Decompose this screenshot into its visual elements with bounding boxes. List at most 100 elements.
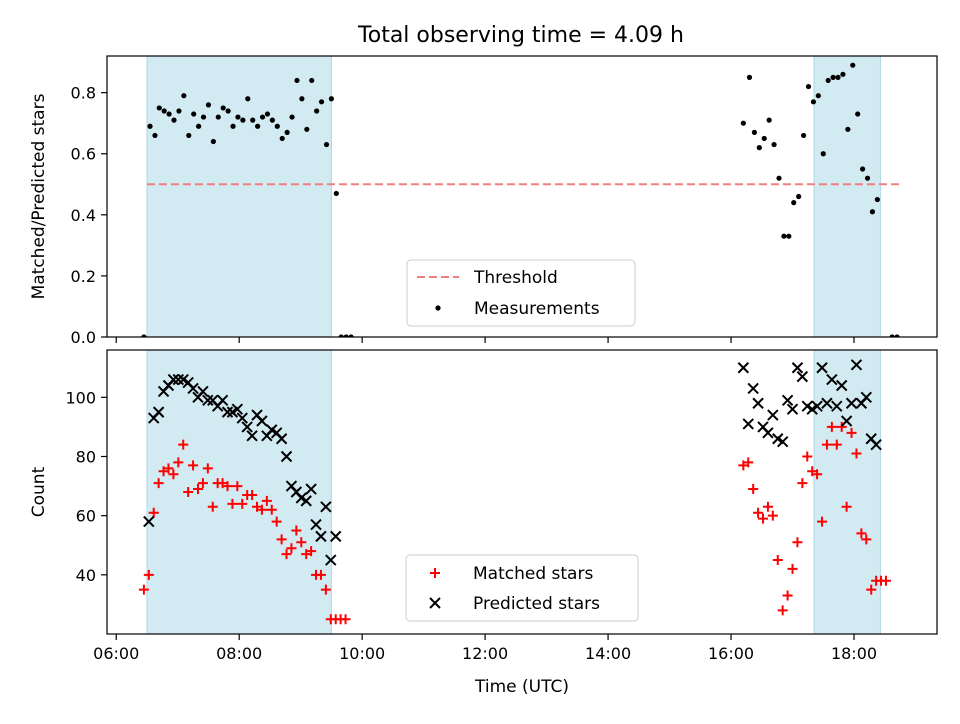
matched-star-point <box>188 460 199 471</box>
measurement-point <box>191 111 197 117</box>
measurement-point <box>889 334 895 337</box>
matched-star-point <box>222 481 233 492</box>
measurement-point <box>220 105 226 111</box>
measurement-point <box>830 74 836 80</box>
predicted-star-point <box>831 400 843 412</box>
measurement-point <box>240 117 246 123</box>
legend-box <box>405 554 639 622</box>
predicted-star-point <box>221 406 234 418</box>
matched-star-point <box>296 537 307 548</box>
measurement-point <box>205 102 212 108</box>
measurement-point <box>156 105 162 111</box>
matched-star-point <box>846 427 857 438</box>
chart-title: Total observing time = 4.09 h <box>357 23 684 48</box>
predicted-star-point <box>816 362 828 374</box>
measurement-point <box>215 114 221 120</box>
measurement-point <box>289 114 295 120</box>
y-tick-label: 40 <box>76 566 96 585</box>
matched-star-point <box>183 487 194 497</box>
matched-star-point <box>266 504 277 515</box>
matched-star-point <box>247 489 258 500</box>
measurement-point <box>245 96 251 102</box>
measurement-point <box>805 83 812 90</box>
predicted-star-point <box>742 418 754 430</box>
measurement-point <box>166 111 172 117</box>
measurement-point <box>343 334 349 337</box>
predicted-star-point <box>310 518 322 531</box>
matched-star-point <box>836 421 847 432</box>
matched-star-point <box>227 498 238 509</box>
measurement-point <box>304 126 310 132</box>
legend: Matched stars Predicted stars <box>405 554 639 622</box>
x-tick-label: 18:00 <box>831 644 877 663</box>
y-tick-label: 60 <box>76 507 96 526</box>
legend-matched-swatch <box>430 568 440 578</box>
matched-star-point <box>192 484 203 495</box>
matched-star-point <box>320 584 331 595</box>
matched-star-point <box>237 498 248 509</box>
measurement-point <box>225 108 231 114</box>
predicted-star-point <box>275 433 288 445</box>
measurement-point <box>781 233 787 239</box>
predicted-star-point <box>231 403 244 415</box>
legend-predicted-label: Predicted stars <box>473 594 600 614</box>
x-tick-label: 12:00 <box>462 644 508 663</box>
measurement-point <box>328 96 335 102</box>
y-tick-label: 80 <box>76 448 96 467</box>
matched-star-point <box>767 510 778 521</box>
legend-measurements-swatch <box>435 305 441 311</box>
measurement-point <box>250 117 256 123</box>
y-axis-label: Matched/Predicted stars <box>29 93 49 299</box>
measurement-point <box>264 111 271 117</box>
predicted-star-point <box>236 412 248 424</box>
matched-star-point <box>866 584 877 595</box>
measurement-point <box>294 77 300 84</box>
measurement-point <box>348 334 354 337</box>
measurement-point <box>274 123 280 129</box>
matched-star-point <box>168 469 179 480</box>
matched-star-point <box>281 549 292 560</box>
predicted-star-point <box>776 436 789 448</box>
measurement-point <box>255 123 261 129</box>
measurement-point <box>820 151 826 157</box>
matched-star-point <box>758 513 769 524</box>
matched-star-point <box>286 543 297 554</box>
predicted-star-point <box>821 397 833 409</box>
predicted-star-point <box>786 403 799 415</box>
measurement-point <box>200 114 207 120</box>
matched-star-point <box>812 469 823 480</box>
predicted-star-point <box>840 415 853 427</box>
measurement-point <box>855 111 861 117</box>
measurement-point <box>259 114 266 120</box>
measurement-point <box>860 166 866 172</box>
predicted-star-point <box>315 530 327 543</box>
predicted-star-point <box>835 379 848 392</box>
measurement-point <box>235 114 241 120</box>
matched-star-point <box>207 501 218 512</box>
measurement-point <box>845 126 851 132</box>
predicted-star-point <box>870 438 882 451</box>
predicted-star-point <box>143 515 155 528</box>
count-panel: 40 60 80 100 06:00 08:00 10:00 12:00 14:00 16:00 1… <box>29 349 938 697</box>
predicted-star-point <box>325 554 337 566</box>
measurement-point <box>825 77 831 84</box>
measurement-point <box>800 132 807 139</box>
predicted-star-point <box>845 397 858 409</box>
matched-star-point <box>772 555 783 566</box>
matched-star-point <box>792 537 803 548</box>
matched-star-point <box>831 439 842 450</box>
matched-star-point <box>782 590 793 601</box>
observing-span <box>146 55 332 338</box>
matched-star-point <box>777 605 788 616</box>
measurement-point <box>269 117 275 123</box>
matched-star-point <box>163 463 174 474</box>
predicted-star-point <box>256 415 268 427</box>
predicted-star-point <box>767 409 779 421</box>
matched-star-point <box>748 484 759 495</box>
predicted-star-point <box>811 400 823 412</box>
measurement-point <box>318 99 325 105</box>
matched-star-point <box>197 478 208 489</box>
predicted-star-point <box>305 483 317 495</box>
